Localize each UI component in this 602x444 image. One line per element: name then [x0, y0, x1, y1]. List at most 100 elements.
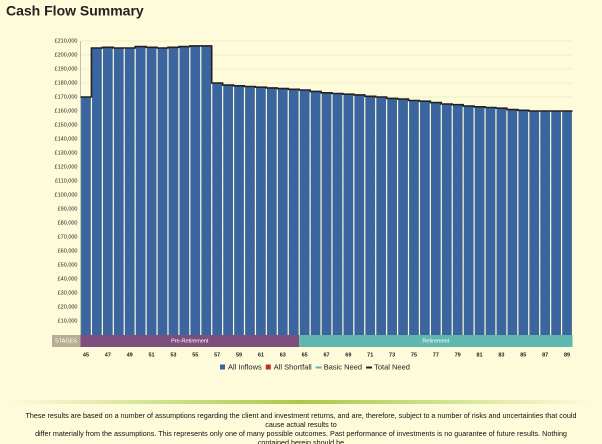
bar	[113, 48, 124, 335]
x-tick-label: 83	[498, 352, 504, 358]
bar	[507, 109, 518, 335]
legend-label: Total Need	[374, 362, 410, 371]
bar	[398, 99, 408, 335]
x-tick-label: 53	[170, 352, 176, 358]
x-tick-label: 77	[433, 352, 439, 358]
x-tick-label: 65	[302, 352, 308, 358]
bar	[157, 48, 168, 335]
chart-title: Cash Flow Summary	[6, 3, 144, 19]
stage-label: Retirement	[422, 338, 449, 344]
x-tick-label: 79	[455, 352, 461, 358]
y-tick-label: £180,000	[55, 80, 78, 86]
bar	[277, 88, 288, 335]
bar	[92, 48, 102, 335]
bar	[179, 46, 190, 335]
legend-label: All Inflows	[228, 362, 262, 371]
x-tick-label: 87	[542, 352, 548, 358]
bar	[245, 86, 255, 335]
x-tick-label: 63	[280, 352, 286, 358]
x-tick-label: 59	[236, 352, 242, 358]
bar	[321, 92, 332, 335]
y-tick-label: £40,000	[58, 276, 78, 282]
bar	[376, 97, 387, 335]
legend-label: All Shortfall	[274, 362, 312, 371]
bar	[518, 110, 529, 335]
y-tick-label: £150,000	[55, 122, 78, 128]
bar	[485, 107, 496, 335]
y-tick-label: £210,000	[55, 38, 78, 44]
bar	[540, 111, 551, 335]
bar	[190, 45, 201, 336]
stage-band	[299, 335, 573, 347]
bar	[212, 83, 223, 335]
bar	[299, 90, 310, 335]
y-tick-label: £50,000	[58, 262, 78, 268]
y-tick-label: £160,000	[55, 108, 78, 114]
disclaimer: These results are based on a number of a…	[20, 411, 582, 444]
y-tick-label: £130,000	[55, 150, 78, 156]
chart: Cash Flow Summary £10,000 £20,000 £30,000 £…	[6, 3, 592, 404]
x-tick-label: 47	[105, 352, 111, 358]
x-tick-label: 61	[258, 352, 264, 358]
legend-swatch	[366, 366, 373, 369]
x-tick-label: 85	[520, 352, 526, 358]
total-need-line	[80, 45, 573, 112]
y-tick-label: £190,000	[55, 66, 78, 72]
bar	[474, 106, 485, 335]
x-tick-label: 51	[149, 352, 155, 358]
legend-swatch	[265, 364, 271, 370]
bar	[354, 94, 365, 336]
bar	[266, 87, 277, 336]
y-tick-label: £140,000	[55, 136, 78, 142]
bar	[463, 106, 474, 335]
y-tick-label: £170,000	[55, 94, 78, 100]
y-tick-label: £80,000	[58, 220, 78, 226]
y-tick-label: £10,000	[58, 318, 78, 324]
x-tick-label: 89	[564, 352, 570, 358]
bar	[562, 111, 572, 335]
bar	[420, 101, 430, 335]
y-tick-label: £60,000	[58, 248, 78, 254]
stage-band	[80, 335, 300, 347]
bar	[201, 45, 212, 336]
legend-swatch	[220, 364, 225, 370]
x-tick-label: 81	[477, 352, 483, 358]
y-tick-label: £20,000	[58, 304, 78, 310]
bar	[387, 98, 397, 336]
bar	[102, 47, 113, 336]
bar	[343, 94, 354, 335]
y-tick-label: £100,000	[55, 192, 78, 198]
bar	[288, 89, 299, 335]
bar	[310, 91, 321, 336]
bar	[81, 97, 91, 335]
bar	[409, 100, 419, 335]
x-tick-label: 55	[192, 352, 198, 358]
y-tick-label: £120,000	[55, 164, 78, 170]
bar	[124, 48, 135, 335]
x-tick-label: 69	[345, 352, 351, 358]
legend-label: Basic Need	[324, 362, 362, 371]
bar	[551, 111, 561, 335]
x-tick-label: 75	[411, 352, 417, 358]
bar	[529, 111, 540, 335]
bar	[234, 85, 244, 335]
stages-label: STAGES	[55, 338, 77, 344]
x-tick-label: 73	[389, 352, 395, 358]
bar	[135, 46, 146, 335]
x-tick-label: 45	[83, 352, 89, 358]
stages-box	[52, 335, 81, 347]
legend-swatch	[315, 366, 322, 369]
divider	[10, 400, 592, 404]
bar	[223, 85, 233, 335]
bar	[496, 108, 507, 335]
y-tick-label: £90,000	[58, 206, 78, 212]
stage-label: Pre-Retirement	[171, 338, 209, 344]
x-tick-label: 71	[367, 352, 373, 358]
disclaimer-line: These results are based on a number of a…	[25, 411, 577, 429]
bar	[168, 47, 179, 336]
x-tick-label: 57	[214, 352, 220, 358]
bar	[365, 96, 376, 335]
bar	[332, 93, 343, 335]
bar	[430, 102, 441, 335]
bar	[452, 104, 463, 335]
